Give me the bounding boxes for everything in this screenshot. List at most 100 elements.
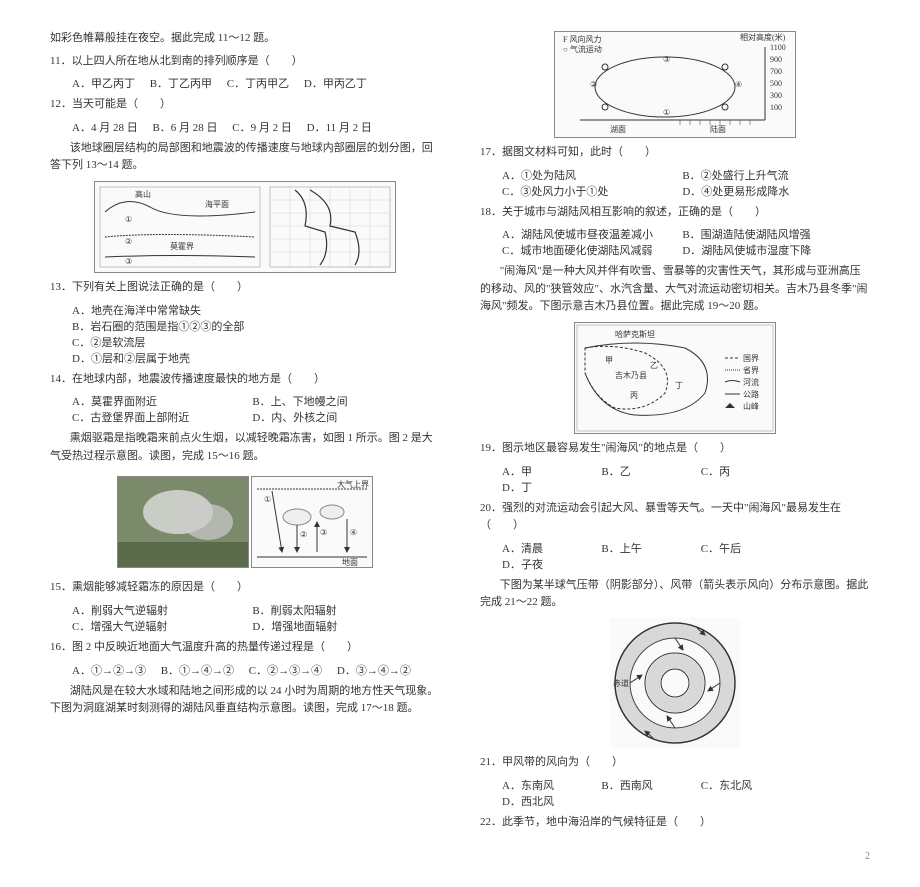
- q20-d: D．子夜: [502, 556, 587, 572]
- svg-text:丙: 丙: [630, 391, 638, 400]
- intro-11: 如彩色帷幕般挂在夜空。据此完成 11～12 题。: [50, 30, 440, 48]
- q16-a: A．①→②→③: [72, 662, 146, 678]
- q17-a: A．①处为陆风: [502, 167, 668, 183]
- fig1-sea: 海平面: [205, 199, 229, 209]
- q13-a: A．地壳在海洋中常常缺失: [72, 302, 440, 318]
- q11-a: A．甲乙丙丁: [72, 75, 135, 91]
- svg-text:②: ②: [590, 80, 597, 89]
- fig1-n1: ①: [125, 215, 132, 224]
- svg-text:河流: 河流: [743, 377, 759, 387]
- svg-text:1100: 1100: [770, 43, 786, 52]
- figure-heat-process: 大气上界 地面 ① ② ③ ④: [251, 476, 373, 568]
- svg-text:100: 100: [770, 103, 782, 112]
- q19-c: C．丙: [701, 463, 786, 479]
- q11-stem: 11．以上四人所在地从北到南的排列顺序是（ ）: [50, 53, 440, 71]
- fig2-atmos: 大气上界: [337, 479, 369, 489]
- fig3-land: 陆面: [710, 124, 726, 134]
- q13-d: D．①层和②层属于地壳: [72, 350, 440, 366]
- q14-d: D．内、外核之间: [252, 409, 418, 425]
- q11-options: A．甲乙丙丁 B．丁乙丙甲 C．丁丙甲乙 D．甲丙乙丁: [72, 75, 440, 91]
- fig5-center: 赤道: [613, 678, 629, 688]
- q14-stem: 14．在地球内部，地震波传播速度最快的地方是（ ）: [50, 371, 440, 389]
- fig3-lake: 湖面: [610, 125, 626, 134]
- intro-19: "闹海风"是一种大风并伴有吹雪、雪暴等的灾害性天气，其形成与亚洲高压的移动、风的…: [480, 263, 870, 316]
- q16-stem: 16．图 2 中反映近地面大气温度升高的热量传递过程是（ ）: [50, 639, 440, 657]
- q18-stem: 18．关于城市与湖陆风相互影响的叙述，正确的是（ ）: [480, 204, 870, 222]
- q21-stem: 21．甲风带的风向为（ ）: [480, 754, 870, 772]
- svg-text:500: 500: [770, 79, 782, 88]
- q19-b: B．乙: [601, 463, 686, 479]
- svg-text:公路: 公路: [743, 389, 759, 399]
- figure-pressure-belts: 赤道: [610, 618, 740, 748]
- svg-text:乙: 乙: [650, 361, 658, 370]
- svg-text:丁: 丁: [675, 381, 683, 390]
- q20-c: C．午后: [701, 540, 786, 556]
- fig2-n3: ③: [320, 528, 327, 537]
- q13-b: B．岩石圈的范围是指①②③的全部: [72, 318, 440, 334]
- svg-text:①: ①: [663, 108, 670, 117]
- q13-stem: 13．下列有关上图说法正确的是（ ）: [50, 279, 440, 297]
- q15-c: C．增强大气逆辐射: [72, 618, 238, 634]
- q12-d: D．11 月 2 日: [307, 119, 372, 135]
- q20-b: B．上午: [601, 540, 686, 556]
- q14-b: B．上、下地幔之间: [252, 393, 418, 409]
- q18-d: D．湖陆风使城市湿度下降: [682, 242, 848, 258]
- q19-options: A．甲 B．乙 C．丙 D．丁: [502, 463, 870, 495]
- q12-a: A．4 月 28 日: [72, 119, 138, 135]
- svg-text:700: 700: [770, 67, 782, 76]
- figure-earth-layers: 高山 海平面 ① ② 莫霍界 ③: [94, 181, 396, 273]
- q16-b: B．①→④→②: [161, 662, 234, 678]
- q15-a: A．削弱大气逆辐射: [72, 602, 238, 618]
- page-number: 2: [50, 851, 870, 862]
- q19-d: D．丁: [502, 479, 587, 495]
- fig4-county: 吉木乃县: [615, 370, 647, 380]
- q17-c: C．③处风力小于①处: [502, 183, 668, 199]
- svg-text:④: ④: [735, 80, 742, 89]
- q14-options: A．莫霍界面附近 B．上、下地幔之间 C．古登堡界面上部附近 D．内、外核之间: [72, 393, 440, 425]
- fig3-legend-air: ○ 气流运动: [563, 44, 602, 54]
- q20-stem: 20．强烈的对流运动会引起大风、暴雪等天气。一天中"闹海风"最易发生在（ ）: [480, 500, 870, 535]
- fig2-n1: ①: [264, 495, 271, 504]
- q17-options: A．①处为陆风 B．②处盛行上升气流 C．③处风力小于①处 D．④处更易形成降水: [502, 167, 870, 199]
- q16-d: D．③→④→②: [337, 662, 411, 678]
- q12-b: B．6 月 28 日: [152, 119, 217, 135]
- q18-options: A．湖陆风使城市昼夜温差减小 B．围湖造陆使湖陆风增强 C．城市地面硬化使湖陆风…: [502, 226, 870, 258]
- q21-a: A．东南风: [502, 777, 587, 793]
- intro-13: 该地球圈层结构的局部图和地震波的传播速度与地球内部圈层的划分图，回答下列 13～…: [50, 140, 440, 175]
- q15-stem: 15．熏烟能够减轻霜冻的原因是（ ）: [50, 579, 440, 597]
- fig3-alt-label: 相对高度(米): [740, 32, 786, 42]
- q16-c: C．②→③→④: [249, 662, 322, 678]
- q18-b: B．围湖造陆使湖陆风增强: [682, 226, 848, 242]
- q17-b: B．②处盛行上升气流: [682, 167, 848, 183]
- svg-text:国界: 国界: [743, 354, 759, 363]
- fig1-n2: ②: [125, 237, 132, 246]
- svg-text:甲: 甲: [605, 356, 613, 365]
- q13-options: A．地壳在海洋中常常缺失 B．岩石圈的范围是指①②③的全部 C．②是软流层 D．…: [72, 302, 440, 366]
- figure-lake-wind: F 风向风力 ○ 气流运动 相对高度(米) 1100 900 700 500 3…: [554, 31, 796, 138]
- fig4-country: 哈萨克斯坦: [615, 329, 655, 339]
- q18-a: A．湖陆风使城市昼夜温差减小: [502, 226, 668, 242]
- q20-options: A．清晨 B．上午 C．午后 D．子夜: [502, 540, 870, 572]
- svg-text:山峰: 山峰: [743, 401, 759, 411]
- q11-b: B．丁乙丙甲: [150, 75, 212, 91]
- intro-15: 熏烟驱霜是指晚霜来前点火生烟，以减轻晚霜冻害，如图 1 所示。图 2 是大气受热…: [50, 430, 440, 465]
- fig1-high: 高山: [135, 189, 151, 199]
- fig2-ground: 地面: [342, 557, 358, 567]
- q21-b: B．西南风: [601, 777, 686, 793]
- q11-c: C．丁丙甲乙: [227, 75, 289, 91]
- q19-a: A．甲: [502, 463, 587, 479]
- fig3-legend-wind: F 风向风力: [563, 34, 601, 44]
- q16-options: A．①→②→③ B．①→④→② C．②→③→④ D．③→④→②: [72, 662, 440, 678]
- q17-d: D．④处更易形成降水: [682, 183, 848, 199]
- q13-c: C．②是软流层: [72, 334, 440, 350]
- q12-c: C．9 月 2 日: [232, 119, 292, 135]
- q15-b: B．削弱太阳辐射: [252, 602, 418, 618]
- q21-d: D．西北风: [502, 793, 587, 809]
- q21-c: C．东北风: [701, 777, 786, 793]
- intro-21: 下图为某半球气压带（阴影部分）、风带（箭头表示风向）分布示意图。据此完成 21～…: [480, 577, 870, 612]
- q11-d: D．甲丙乙丁: [304, 75, 367, 91]
- q19-stem: 19．图示地区最容易发生"闹海风"的地点是（ ）: [480, 440, 870, 458]
- q14-c: C．古登堡界面上部附近: [72, 409, 238, 425]
- q22-stem: 22．此季节，地中海沿岸的气候特征是（ ）: [480, 814, 870, 832]
- svg-text:900: 900: [770, 55, 782, 64]
